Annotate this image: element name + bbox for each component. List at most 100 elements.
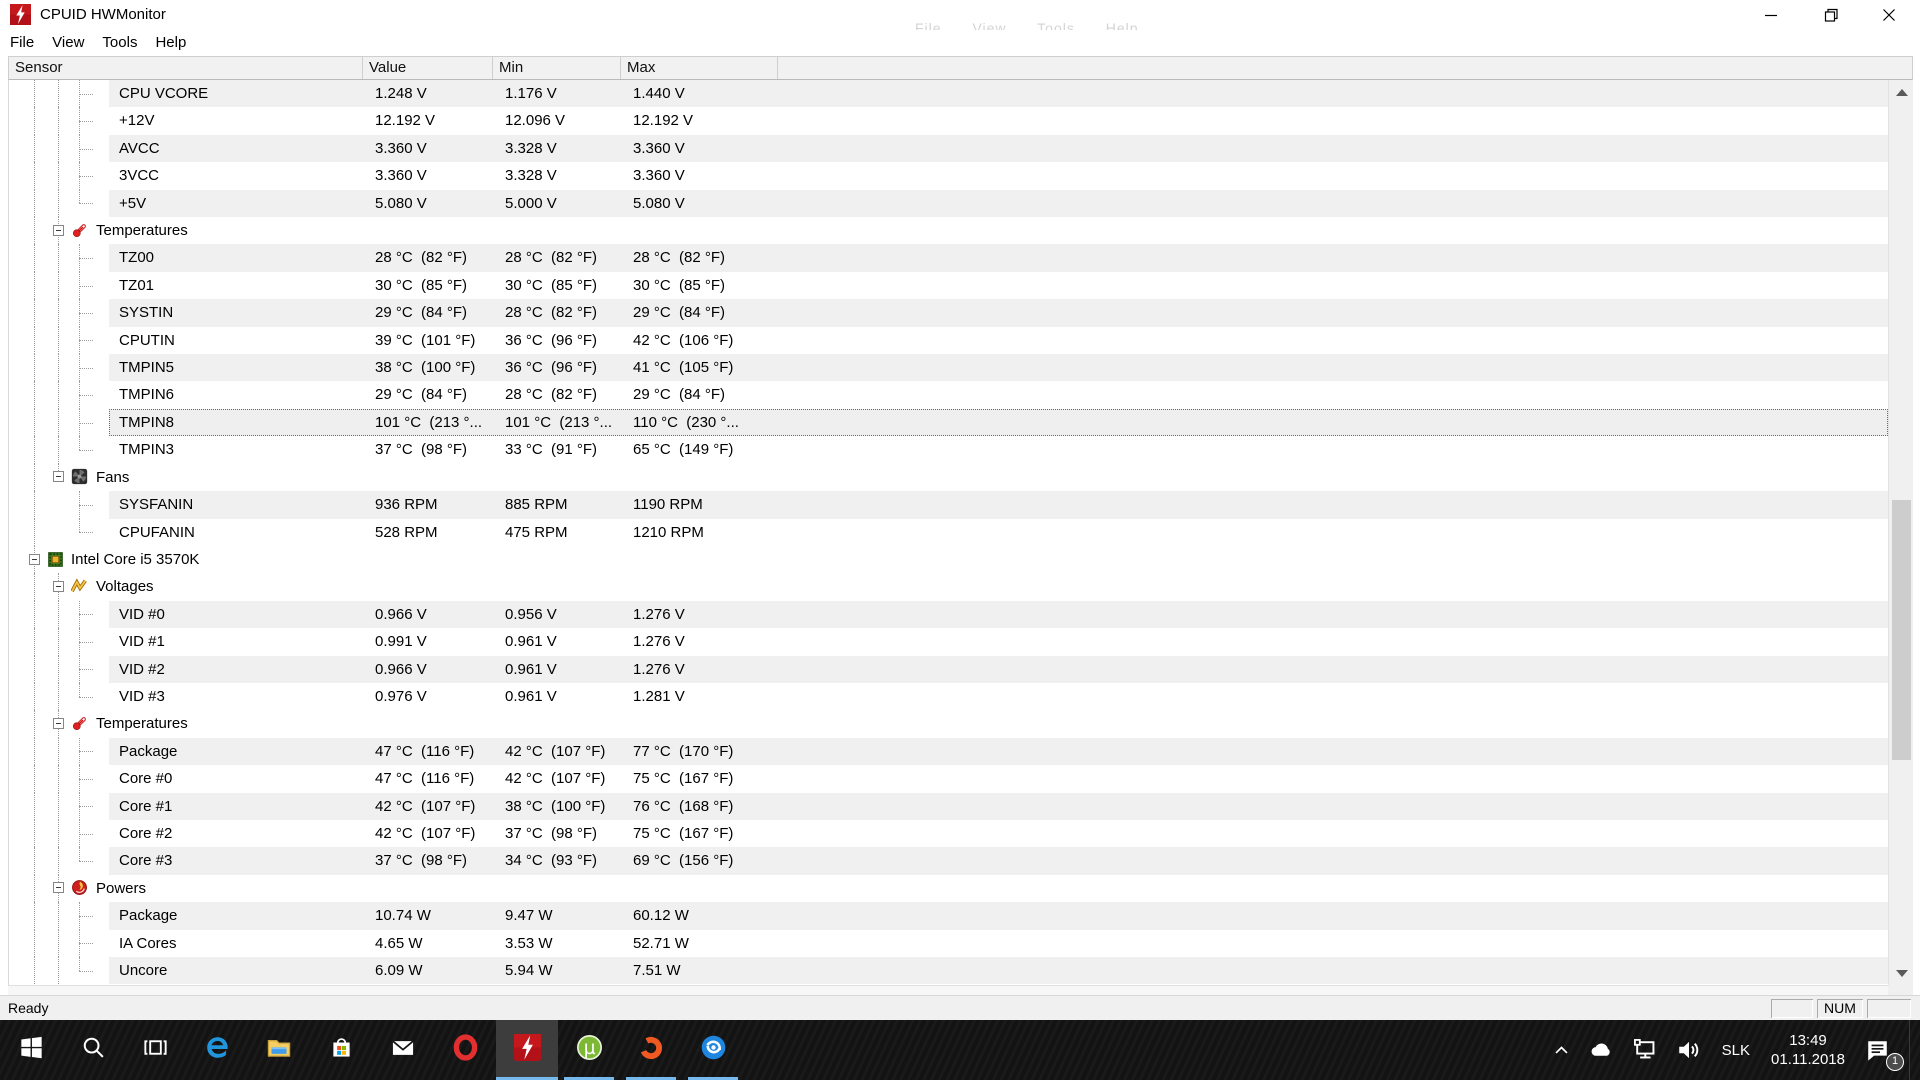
value-cell: 10.74 W xyxy=(375,907,431,925)
node-label: SYSFANIN xyxy=(119,496,194,514)
sensor-row-vid-3[interactable]: VID #3 0.976 V 0.961 V 1.281 V xyxy=(9,682,1888,711)
column-min[interactable]: Min xyxy=(493,57,621,79)
scrollbar-thumb[interactable] xyxy=(1892,500,1911,760)
taskbar-file-explorer-button[interactable] xyxy=(248,1020,310,1080)
tree-node-voltages[interactable]: Voltages xyxy=(9,573,1888,601)
sensor-row-ia-cores[interactable]: IA Cores 4.65 W 3.53 W 52.71 W xyxy=(9,929,1888,957)
row-band xyxy=(109,573,1888,600)
sensor-row-cputin[interactable]: CPUTIN 39 °C (101 °F) 36 °C (96 °F) 42 °C (… xyxy=(9,326,1888,355)
opera-icon xyxy=(452,1034,479,1066)
min-cell: 5.000 V xyxy=(505,194,557,212)
sensor-row-sysfanin[interactable]: SYSFANIN 936 RPM 885 RPM 1190 RPM xyxy=(9,491,1888,519)
tree-node-powers[interactable]: Powers xyxy=(9,874,1888,903)
volume-icon[interactable] xyxy=(1669,1020,1709,1080)
menu-item-help[interactable]: Help xyxy=(155,34,187,51)
tree-node-temperatures[interactable]: Temperatures xyxy=(9,710,1888,738)
sensor-row-avcc[interactable]: AVCC 3.360 V 3.328 V 3.360 V xyxy=(9,134,1888,163)
taskbar-start-button[interactable] xyxy=(0,1020,62,1080)
clock[interactable]: 13:49 01.11.2018 xyxy=(1763,1031,1853,1069)
taskbar-hwmonitor-button[interactable] xyxy=(496,1020,558,1080)
minimize-button[interactable] xyxy=(1742,0,1800,30)
sensor-row-vid-0[interactable]: VID #0 0.966 V 0.956 V 1.276 V xyxy=(9,600,1888,629)
close-icon[interactable] xyxy=(1860,0,1918,30)
column-sensor[interactable]: Sensor xyxy=(9,57,363,79)
sensor-row-package[interactable]: Package 47 °C (116 °F) 42 °C (107 °F) 77 °C… xyxy=(9,737,1888,766)
taskbar-store-button[interactable] xyxy=(310,1020,372,1080)
value-cell: 47 °C (116 °F) xyxy=(375,770,475,788)
value-cell: 30 °C (85 °F) xyxy=(375,276,468,294)
sensor-row-tmpin6[interactable]: TMPIN6 29 °C (84 °F) 28 °C (82 °F) 29 °C (8… xyxy=(9,381,1888,409)
show-desktop-button[interactable] xyxy=(1909,1020,1916,1080)
sensor-row-package[interactable]: Package 10.74 W 9.47 W 60.12 W xyxy=(9,902,1888,930)
column-value[interactable]: Value xyxy=(363,57,493,79)
vertical-scrollbar[interactable] xyxy=(1888,80,1913,985)
running-indicator xyxy=(688,1077,738,1080)
node-label: VID #3 xyxy=(119,687,165,705)
taskbar-task-view-button[interactable] xyxy=(124,1020,186,1080)
sensor-row-systin[interactable]: SYSTIN 29 °C (84 °F) 28 °C (82 °F) 29 °C (8… xyxy=(9,299,1888,327)
tree-node-intel-core-i5-3570k[interactable]: Intel Core i5 3570K xyxy=(9,545,1888,574)
sensor-row-tz00[interactable]: TZ00 28 °C (82 °F) 28 °C (82 °F) 28 °C (82 … xyxy=(9,244,1888,272)
taskbar-utorrent-button[interactable]: µ xyxy=(558,1020,620,1080)
sensor-row-tz01[interactable]: TZ01 30 °C (85 °F) 30 °C (85 °F) 30 °C (85 … xyxy=(9,271,1888,300)
min-cell: 9.47 W xyxy=(505,907,553,925)
taskbar-opera-button[interactable] xyxy=(434,1020,496,1080)
menu-item-tools[interactable]: Tools xyxy=(102,34,138,51)
horizontal-scrollbar[interactable] xyxy=(8,985,1888,995)
menu-item-file[interactable]: File xyxy=(10,34,35,51)
sensor-row--5v[interactable]: +5V 5.080 V 5.000 V 5.080 V xyxy=(9,189,1888,218)
sensor-row-vid-1[interactable]: VID #1 0.991 V 0.961 V 1.276 V xyxy=(9,628,1888,656)
value-cell: 5.080 V xyxy=(375,194,427,212)
sensor-row-core-1[interactable]: Core #1 42 °C (107 °F) 38 °C (100 °F) 76 °C… xyxy=(9,792,1888,820)
taskbar-mail-button[interactable] xyxy=(372,1020,434,1080)
sensor-row-uncore[interactable]: Uncore 6.09 W 5.94 W 7.51 W xyxy=(9,957,1888,985)
scroll-up-icon[interactable] xyxy=(1889,80,1914,104)
taskbar-origin-button[interactable] xyxy=(620,1020,682,1080)
sensor-row-tmpin3[interactable]: TMPIN3 37 °C (98 °F) 33 °C (91 °F) 65 °C (1… xyxy=(9,436,1888,464)
sensor-row-tmpin8[interactable]: TMPIN8 101 °C (213 °... 101 °C (213 °... 11… xyxy=(9,408,1888,437)
tree-node-fans[interactable]: Fans xyxy=(9,463,1888,492)
taskbar-edge-button[interactable] xyxy=(186,1020,248,1080)
tray-chevron-up-icon[interactable] xyxy=(1546,1020,1577,1080)
row-band xyxy=(109,189,1888,218)
sensor-row-cpu-vcore[interactable]: CPU VCORE 1.248 V 1.176 V 1.440 V xyxy=(9,80,1888,108)
value-cell: 29 °C (84 °F) xyxy=(375,304,468,322)
taskbar-search-button[interactable] xyxy=(62,1020,124,1080)
scroll-down-icon[interactable] xyxy=(1889,961,1914,985)
collapse-expander-icon[interactable] xyxy=(29,553,40,565)
collapse-expander-icon[interactable] xyxy=(53,581,64,593)
node-label: SYSTIN xyxy=(119,304,174,322)
max-cell: 1210 RPM xyxy=(633,523,704,541)
sensor-row-3vcc[interactable]: 3VCC 3.360 V 3.328 V 3.360 V xyxy=(9,162,1888,190)
node-label: +12V xyxy=(119,112,155,130)
collapse-expander-icon[interactable] xyxy=(53,882,64,894)
sensor-row-tmpin5[interactable]: TMPIN5 38 °C (100 °F) 36 °C (96 °F) 41 °C (… xyxy=(9,354,1888,382)
collapse-expander-icon[interactable] xyxy=(53,718,64,730)
max-cell: 29 °C (84 °F) xyxy=(633,304,726,322)
menu-item-view[interactable]: View xyxy=(52,34,85,51)
action-center-icon[interactable]: 1 xyxy=(1857,1020,1905,1080)
sensor-row-vid-2[interactable]: VID #2 0.966 V 0.961 V 1.276 V xyxy=(9,655,1888,683)
node-label: AVCC xyxy=(119,139,160,157)
onedrive-cloud-icon[interactable] xyxy=(1581,1020,1621,1080)
max-cell: 41 °C (105 °F) xyxy=(633,359,734,377)
taskbar-uplay-button[interactable] xyxy=(682,1020,744,1080)
sensor-row-core-0[interactable]: Core #0 47 °C (116 °F) 42 °C (107 °F) 75 °C… xyxy=(9,765,1888,793)
min-cell: 34 °C (93 °F) xyxy=(505,852,598,870)
column-max[interactable]: Max xyxy=(621,57,778,79)
sensor-row-core-3[interactable]: Core #3 37 °C (98 °F) 34 °C (93 °F) 69 °C (… xyxy=(9,847,1888,875)
language-indicator[interactable]: SLK xyxy=(1721,1041,1751,1059)
max-cell: 60.12 W xyxy=(633,907,689,925)
tree-node-temperatures[interactable]: Temperatures xyxy=(9,217,1888,245)
max-cell: 1.440 V xyxy=(633,85,685,102)
value-cell: 28 °C (82 °F) xyxy=(375,249,468,267)
sensor-row-core-2[interactable]: Core #2 42 °C (107 °F) 37 °C (98 °F) 75 °C … xyxy=(9,819,1888,848)
collapse-expander-icon[interactable] xyxy=(53,224,64,236)
node-label: TMPIN3 xyxy=(119,441,175,459)
sensor-row--12v[interactable]: +12V 12.192 V 12.096 V 12.192 V xyxy=(9,107,1888,135)
network-icon[interactable] xyxy=(1625,1020,1665,1080)
sensor-row-cpufanin[interactable]: CPUFANIN 528 RPM 475 RPM 1210 RPM xyxy=(9,518,1888,546)
collapse-expander-icon[interactable] xyxy=(53,471,64,483)
restore-button[interactable] xyxy=(1802,0,1860,30)
